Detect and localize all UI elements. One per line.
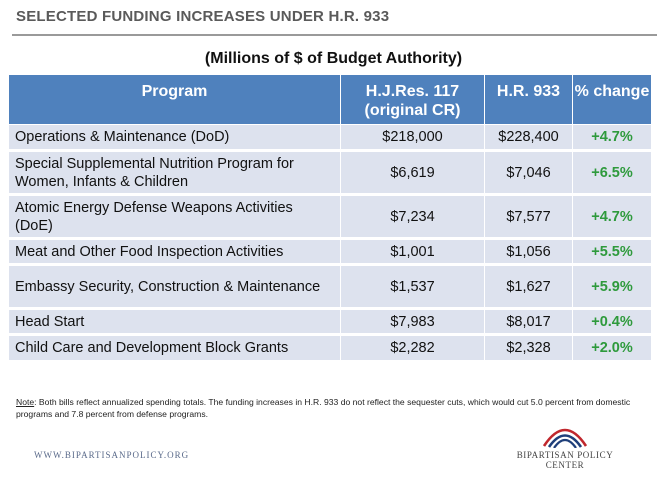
column-header-program: Program — [8, 74, 341, 125]
percent-change-cell: +0.4% — [572, 307, 652, 335]
program-cell: Atomic Energy Defense Weapons Activities… — [8, 193, 341, 239]
arc-logo-icon — [542, 428, 588, 448]
program-cell: Embassy Security, Construction & Mainten… — [8, 263, 341, 309]
hjres-value-cell: $7,983 — [340, 307, 485, 335]
table-row: Head Start $7,983 $8,017 +0.4% — [8, 307, 652, 335]
table-row: Meat and Other Food Inspection Activitie… — [8, 237, 652, 265]
percent-change-cell: +5.5% — [572, 237, 652, 265]
hjres-value-cell: $6,619 — [340, 149, 485, 195]
hr933-value-cell: $7,046 — [484, 149, 573, 195]
percent-change-cell: +4.7% — [572, 124, 652, 151]
hjres-value-cell: $7,234 — [340, 193, 485, 239]
column-header-hjres: H.J.Res. 117 (original CR) — [340, 74, 485, 125]
hr933-value-cell: $1,056 — [484, 237, 573, 265]
table-header-row: Program H.J.Res. 117 (original CR) H.R. … — [8, 74, 652, 125]
percent-change-cell: +5.9% — [572, 263, 652, 309]
table-row: Atomic Energy Defense Weapons Activities… — [8, 193, 652, 239]
percent-change-cell: +2.0% — [572, 333, 652, 361]
title-divider — [12, 34, 657, 36]
bipartisan-policy-center-logo: BIPARTISAN POLICY CENTER — [500, 420, 630, 470]
program-cell: Head Start — [8, 307, 341, 335]
column-header-hjres-line1: H.J.Res. 117 — [365, 83, 460, 100]
percent-change-cell: +6.5% — [572, 149, 652, 195]
footnote-label: Note — [16, 397, 35, 407]
page-title: SELECTED FUNDING INCREASES UNDER H.R. 93… — [16, 8, 390, 25]
table-subtitle: (Millions of $ of Budget Authority) — [204, 50, 463, 67]
hjres-value-cell: $1,001 — [340, 237, 485, 265]
funding-table: Program H.J.Res. 117 (original CR) H.R. … — [8, 74, 652, 361]
column-header-hjres-line2: (original CR) — [364, 102, 461, 119]
column-header-hr933: H.R. 933 — [484, 74, 573, 125]
table-row: Embassy Security, Construction & Mainten… — [8, 263, 652, 309]
footnote: Note: Both bills reflect annualized spen… — [16, 396, 646, 420]
hr933-value-cell: $8,017 — [484, 307, 573, 335]
program-cell: Special Supplemental Nutrition Program f… — [8, 149, 341, 195]
column-header-change: % change — [572, 74, 652, 125]
hr933-value-cell: $7,577 — [484, 193, 573, 239]
percent-change-cell: +4.7% — [572, 193, 652, 239]
hjres-value-cell: $1,537 — [340, 263, 485, 309]
footer-website: WWW.BIPARTISANPOLICY.ORG — [34, 450, 190, 460]
table-row: Operations & Maintenance (DoD) $218,000 … — [8, 124, 652, 151]
footnote-text: : Both bills reflect annualized spending… — [16, 397, 631, 419]
hr933-value-cell: $2,328 — [484, 333, 573, 361]
table-row: Special Supplemental Nutrition Program f… — [8, 149, 652, 195]
hjres-value-cell: $2,282 — [340, 333, 485, 361]
program-cell: Child Care and Development Block Grants — [8, 333, 341, 361]
table-row: Child Care and Development Block Grants … — [8, 333, 652, 361]
program-cell: Operations & Maintenance (DoD) — [8, 124, 341, 151]
hr933-value-cell: $1,627 — [484, 263, 573, 309]
hr933-value-cell: $228,400 — [484, 124, 573, 151]
hjres-value-cell: $218,000 — [340, 124, 485, 151]
logo-text: BIPARTISAN POLICY CENTER — [516, 450, 614, 470]
program-cell: Meat and Other Food Inspection Activitie… — [8, 237, 341, 265]
